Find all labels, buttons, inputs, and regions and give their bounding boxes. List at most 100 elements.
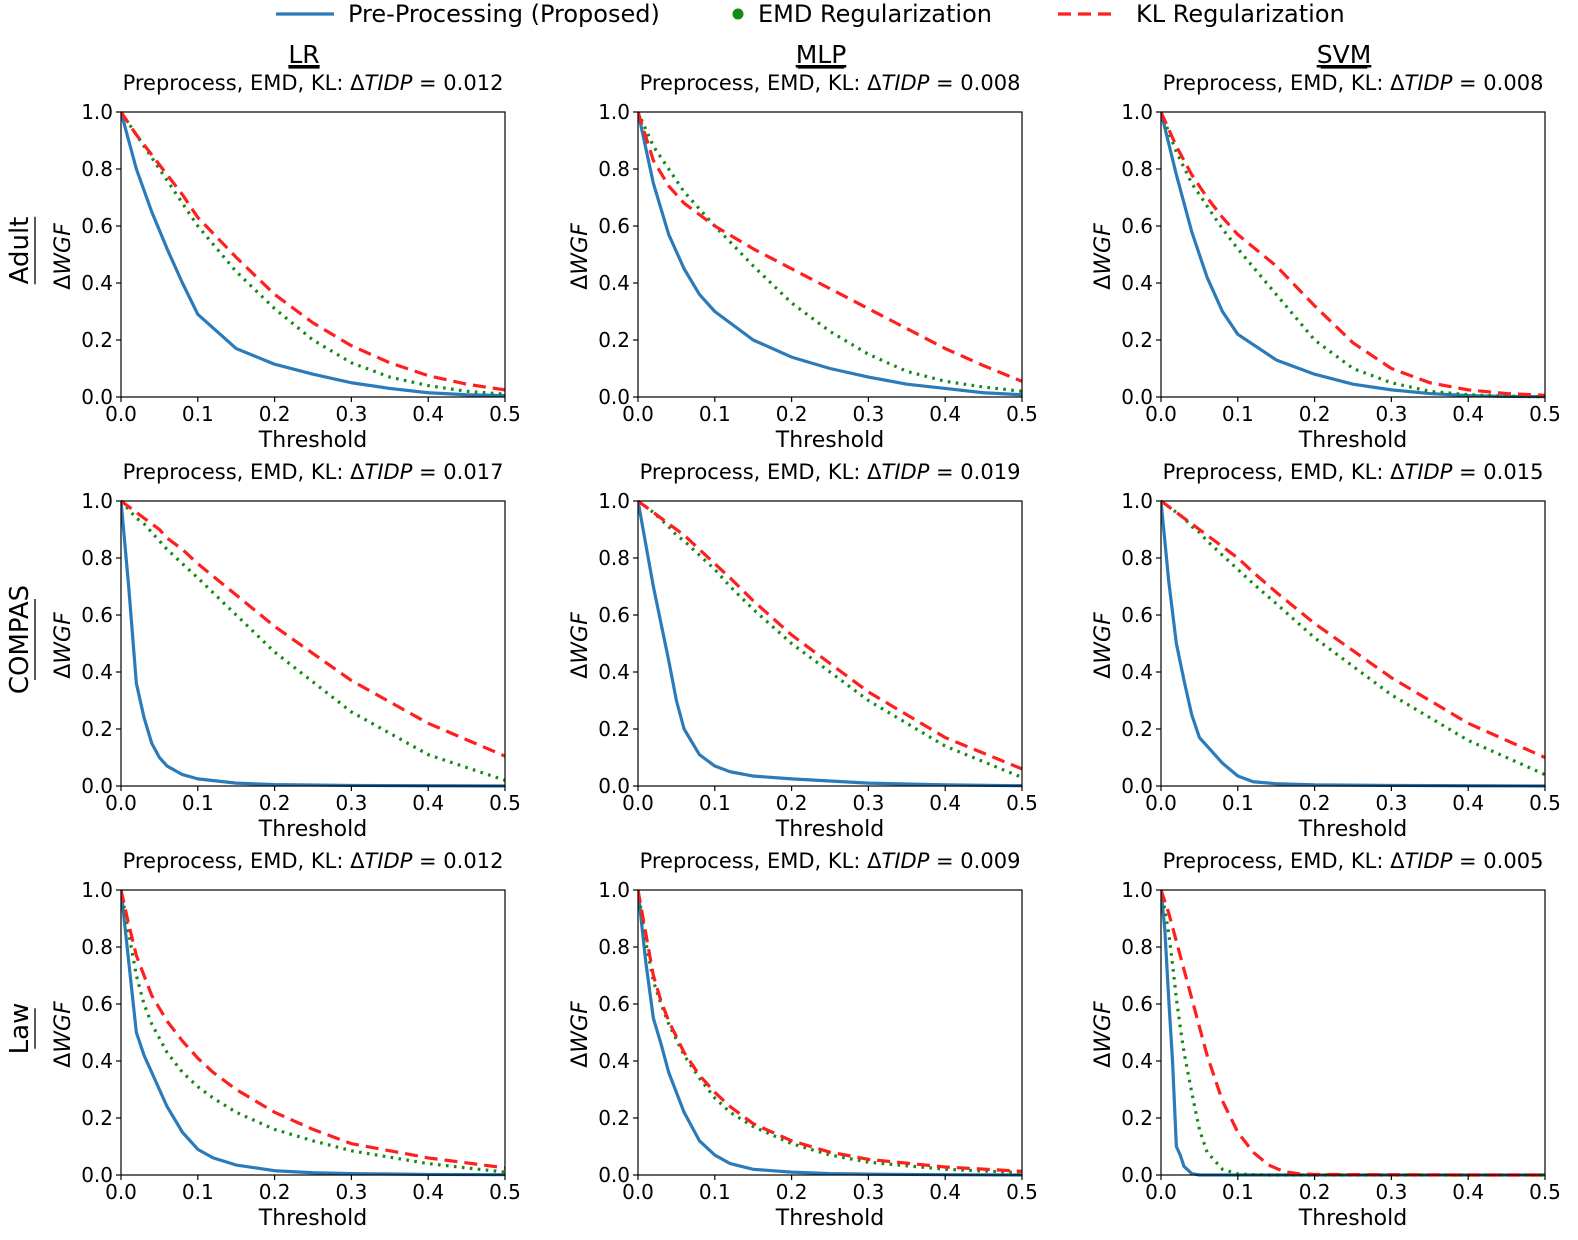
y-tick-label: 0.6 bbox=[1121, 214, 1153, 238]
x-tick-label: 0.4 bbox=[412, 1180, 444, 1204]
y-tick-label: 0.2 bbox=[81, 717, 113, 741]
x-tick-label: 0.1 bbox=[699, 402, 731, 426]
series-line-2 bbox=[1161, 111, 1545, 399]
plot-frame bbox=[120, 889, 506, 1176]
series-line-2 bbox=[121, 889, 505, 1174]
plot-frame bbox=[120, 111, 506, 398]
column-header: SVM bbox=[1317, 40, 1372, 69]
x-tick-label: 0.4 bbox=[1452, 791, 1484, 815]
panel-adult-mlp: Preprocess, EMD, KL: ΔTIDP = 0.008 0.0 0.1… bbox=[568, 71, 1038, 453]
panel-compas-lr: Preprocess, EMD, KL: ΔTIDP = 0.017 0.0 0.1… bbox=[51, 460, 521, 842]
y-tick-label: 0.4 bbox=[598, 660, 630, 684]
panel-compas-svm: Preprocess, EMD, KL: ΔTIDP = 0.015 0.0 0.1… bbox=[1091, 460, 1561, 842]
svg-text:ΔWGF: ΔWGF bbox=[568, 223, 593, 290]
y-tick-label: 0.8 bbox=[1121, 157, 1153, 181]
svg-text:ΔWGF: ΔWGF bbox=[1091, 612, 1116, 679]
x-tick-label: 0.5 bbox=[1529, 1180, 1561, 1204]
series-group bbox=[121, 111, 505, 398]
series-line-2 bbox=[638, 889, 1022, 1175]
x-tick-label: 0.1 bbox=[699, 791, 731, 815]
y-tick-label: 1.0 bbox=[1121, 100, 1153, 124]
legend: Pre-Processing (Proposed) EMD Regularizat… bbox=[276, 0, 1345, 28]
svg-text:ΔWGF: ΔWGF bbox=[1091, 223, 1116, 290]
series-line-2 bbox=[1161, 889, 1545, 1177]
series-line-1 bbox=[1161, 889, 1545, 1177]
y-tick-label: 0.0 bbox=[598, 774, 630, 798]
series-line-2 bbox=[638, 499, 1022, 779]
y-tick-label: 0.6 bbox=[598, 214, 630, 238]
series-line-3 bbox=[638, 111, 1022, 383]
x-tick-label: 0.2 bbox=[776, 791, 808, 815]
y-tick-label: 0.8 bbox=[81, 935, 113, 959]
svg-text:ΔWGF: ΔWGF bbox=[1091, 1001, 1116, 1068]
y-tick-label: 1.0 bbox=[1121, 489, 1153, 513]
series-line-3 bbox=[121, 499, 505, 758]
x-tick-label: 0.5 bbox=[489, 402, 521, 426]
x-tick-label: 0.2 bbox=[259, 1180, 291, 1204]
series-group bbox=[638, 889, 1022, 1177]
y-axis-label: ΔWGF bbox=[568, 612, 593, 679]
legend-label: EMD Regularization bbox=[758, 0, 992, 28]
x-axis-label: Threshold bbox=[775, 817, 884, 842]
x-tick-label: 0.2 bbox=[776, 402, 808, 426]
legend-label: KL Regularization bbox=[1136, 0, 1345, 28]
x-tick-label: 0.3 bbox=[852, 791, 884, 815]
x-tick-label: 0.2 bbox=[259, 791, 291, 815]
series-group bbox=[1161, 889, 1545, 1177]
x-tick-label: 0.2 bbox=[259, 402, 291, 426]
legend-item: Pre-Processing (Proposed) bbox=[276, 0, 660, 28]
x-axis-label: Threshold bbox=[1298, 1206, 1407, 1231]
y-tick-label: 1.0 bbox=[598, 100, 630, 124]
legend-item: KL Regularization bbox=[1058, 0, 1345, 28]
series-line-2 bbox=[638, 111, 1022, 393]
panel-subtitle: Preprocess, EMD, KL: ΔTIDP = 0.015 bbox=[1163, 460, 1544, 484]
panels: Preprocess, EMD, KL: ΔTIDP = 0.012 0.0 0.1… bbox=[51, 71, 1561, 1231]
legend-item: EMD Regularization bbox=[732, 0, 992, 28]
x-tick-label: 0.1 bbox=[182, 791, 214, 815]
y-axis-label: ΔWGF bbox=[51, 223, 76, 290]
y-axis-label: ΔWGF bbox=[568, 1001, 593, 1068]
y-tick-label: 0.8 bbox=[81, 157, 113, 181]
y-tick-label: 0.2 bbox=[598, 1106, 630, 1130]
x-axis-label: Threshold bbox=[1298, 428, 1407, 453]
y-tick-label: 0.4 bbox=[1121, 660, 1153, 684]
y-tick-label: 0.2 bbox=[81, 328, 113, 352]
x-axis-label: Threshold bbox=[258, 1206, 367, 1231]
x-tick-label: 0.2 bbox=[1299, 1180, 1331, 1204]
y-tick-label: 0.0 bbox=[1121, 385, 1153, 409]
x-tick-label: 0.1 bbox=[1222, 1180, 1254, 1204]
plot-frame bbox=[637, 111, 1023, 398]
y-tick-label: 0.0 bbox=[1121, 774, 1153, 798]
series-line-1 bbox=[638, 500, 1022, 788]
y-tick-label: 0.4 bbox=[81, 271, 113, 295]
x-tick-label: 0.1 bbox=[699, 1180, 731, 1204]
x-tick-label: 0.5 bbox=[1529, 791, 1561, 815]
y-tick-label: 0.8 bbox=[81, 546, 113, 570]
y-tick-label: 0.6 bbox=[81, 214, 113, 238]
svg-text:ΔWGF: ΔWGF bbox=[568, 1001, 593, 1068]
y-tick-label: 0.0 bbox=[598, 385, 630, 409]
y-tick-label: 0.0 bbox=[81, 1163, 113, 1187]
y-tick-label: 0.2 bbox=[1121, 1106, 1153, 1130]
x-tick-label: 0.5 bbox=[489, 791, 521, 815]
x-tick-label: 0.2 bbox=[776, 1180, 808, 1204]
x-tick-label: 0.5 bbox=[489, 1180, 521, 1204]
x-axis-label: Threshold bbox=[258, 428, 367, 453]
x-tick-label: 0.3 bbox=[1375, 402, 1407, 426]
panel-law-mlp: Preprocess, EMD, KL: ΔTIDP = 0.009 0.0 0.1… bbox=[568, 849, 1038, 1231]
y-tick-label: 0.6 bbox=[598, 603, 630, 627]
y-tick-label: 0.4 bbox=[81, 1049, 113, 1073]
x-axis-label: Threshold bbox=[258, 817, 367, 842]
svg-text:ΔWGF: ΔWGF bbox=[568, 612, 593, 679]
plot-frame bbox=[1160, 500, 1546, 787]
panel-subtitle: Preprocess, EMD, KL: ΔTIDP = 0.017 bbox=[123, 460, 504, 484]
panel-law-lr: Preprocess, EMD, KL: ΔTIDP = 0.012 0.0 0.1… bbox=[51, 849, 521, 1231]
y-axis-label: ΔWGF bbox=[51, 612, 76, 679]
x-axis-label: Threshold bbox=[775, 1206, 884, 1231]
x-tick-label: 0.3 bbox=[852, 402, 884, 426]
x-axis-label: Threshold bbox=[775, 428, 884, 453]
x-tick-label: 0.5 bbox=[1006, 402, 1038, 426]
column-header: MLP bbox=[796, 40, 847, 69]
x-tick-label: 0.4 bbox=[929, 402, 961, 426]
